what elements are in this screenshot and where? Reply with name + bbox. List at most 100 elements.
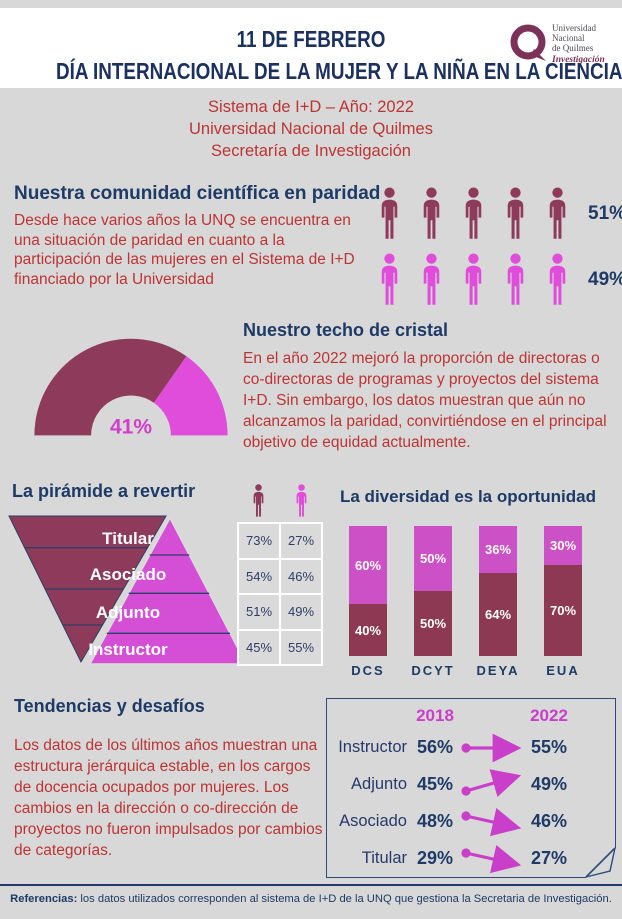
stacked-bar: 30% 70% [544, 526, 582, 656]
bar-segment: 30% [544, 526, 582, 565]
trend-value-2018: 45% [416, 774, 454, 794]
heading-diversidad: La diversidad es la oportunidad [340, 487, 596, 506]
paragraph-techo: En el año 2022 mejoró la proporción de d… [243, 350, 607, 451]
bar-dcs: 60% 40% DCS [349, 526, 387, 678]
woman-icon [418, 253, 445, 307]
bar-eua: 30% 70% EUA [544, 526, 582, 678]
trend-value-2022: 46% [530, 811, 568, 831]
trend-value-2018: 48% [416, 811, 454, 831]
bar-segment: 50% [414, 591, 452, 656]
paragraph-tendencias: Los datos de los últimos años muestran u… [14, 737, 323, 859]
bar-category-label: DEYA [476, 663, 520, 678]
pyramid-table-column-icons [237, 484, 323, 518]
unq-logo: Universidad Nacional de Quilmes Investig… [510, 23, 605, 65]
trend-row-titular: Titular 29% 27% [327, 840, 615, 877]
pictogram-row-women: 49% [376, 253, 622, 307]
women-icons [376, 253, 571, 307]
trend-arrow-icon [461, 733, 522, 762]
trends-rows: Instructor 56% 55% Adjunto 45% 49% Asociado 48%… [327, 729, 615, 877]
heading-techo: Nuestro techo de cristal [243, 320, 449, 340]
bar-category-label: EUA [546, 663, 580, 678]
men-icons [376, 187, 571, 241]
man-icon [544, 187, 571, 241]
trend-arrow-icon [461, 844, 522, 873]
stacked-bar: 60% 40% [349, 526, 387, 656]
footer-divider [0, 884, 622, 886]
stacked-bar-chart: 60% 40% DCS 50% 50% DCYT 36% 64% DEYA 30% 70% EUA [349, 526, 582, 678]
folded-corner [585, 847, 617, 879]
trend-value-2018: 29% [416, 848, 454, 868]
trend-value-2018: 56% [416, 737, 454, 757]
trend-row-instructor: Instructor 56% 55% [327, 729, 615, 766]
trend-arrow-icon [461, 768, 522, 797]
pyramid-level-instructor: Instructor [88, 640, 168, 659]
pyramid-stat-cell: 27% [281, 524, 321, 558]
trend-arrow-icon [461, 807, 522, 836]
pyramid-upright-triangle [88, 516, 248, 665]
header-band: 11 DE FEBRERO DÍA INTERNACIONAL DE LA MU… [0, 8, 622, 88]
logo-text-4: Investigación [551, 55, 605, 65]
pyramid-stat-cell: 51% [239, 595, 279, 629]
trends-header-row: 2018 2022 [327, 703, 615, 729]
pyramid-level-titular: Titular [102, 529, 154, 548]
man-icon [460, 187, 487, 241]
pyramid-stat-cell: 54% [239, 559, 279, 593]
logo-text-2: Nacional [552, 33, 585, 43]
logo-text-1: Universidad [552, 23, 596, 33]
pyramid-stat-cell: 46% [281, 559, 321, 593]
women-percentage: 49% [588, 269, 622, 290]
subtitle-line3: Secretaría de Investigación [211, 142, 411, 160]
footer-references: Referencias: los datos utilizados corres… [0, 893, 622, 905]
bar-segment: 50% [414, 526, 452, 591]
bar-segment: 60% [349, 526, 387, 604]
page-title-line1: 11 DE FEBRERO [236, 26, 386, 52]
gauge-chart: 41% [34, 338, 228, 438]
woman-icon [460, 253, 487, 307]
trend-category-label: Asociado [339, 812, 407, 830]
pyramid-level-adjunto: Adjunto [96, 603, 160, 622]
trend-row-adjunto: Adjunto 45% 49% [327, 766, 615, 803]
bar-category-label: DCYT [411, 663, 455, 678]
page-title-line2: DÍA INTERNACIONAL DE LA MUJER Y LA NIÑA … [55, 58, 622, 84]
bar-deya: 36% 64% DEYA [476, 526, 520, 678]
trend-value-2022: 27% [530, 848, 568, 868]
gauge-value-label: 41% [110, 415, 152, 438]
heading-paridad: Nuestra comunidad científica en paridad [14, 183, 381, 204]
trends-table: 2018 2022 Instructor 56% 55% Adjunto 45% 49% A… [326, 698, 617, 879]
pyramid-stat-cell: 45% [239, 630, 279, 664]
men-percentage: 51% [588, 203, 622, 224]
woman-icon [502, 253, 529, 307]
logo-q-tail [531, 49, 546, 61]
man-icon [418, 187, 445, 241]
pyramid-chart: Titular Asociado Adjunto Instructor [8, 515, 248, 665]
subtitle-line1: Sistema de I+D – Año: 2022 [208, 98, 414, 116]
pyramid-stat-cell: 73% [239, 524, 279, 558]
logo-q-ring [510, 24, 546, 60]
footer-references-label: Referencias: [10, 893, 78, 905]
man-icon [250, 484, 267, 518]
man-icon [376, 187, 403, 241]
bar-segment: 36% [479, 526, 517, 573]
footer-references-text: los datos utilizados corresponden al sis… [77, 893, 612, 905]
pyramid-level-asociado: Asociado [90, 565, 167, 584]
woman-icon [544, 253, 571, 307]
logo-text-3: de Quilmes [552, 43, 594, 53]
bar-segment: 64% [479, 572, 517, 656]
bar-segment: 40% [349, 604, 387, 656]
pictogram-row-men: 51% [376, 187, 622, 241]
trends-year-2022: 2022 [530, 706, 568, 725]
heading-tendencias: Tendencias y desafíos [14, 696, 205, 716]
heading-piramide: La pirámide a revertir [12, 481, 196, 501]
trend-category-label: Instructor [338, 738, 407, 756]
pyramid-stat-cell: 49% [281, 595, 321, 629]
bar-segment: 70% [544, 565, 582, 656]
woman-icon [293, 484, 310, 518]
bar-dcyt: 50% 50% DCYT [411, 526, 455, 678]
trend-row-asociado: Asociado 48% 46% [327, 803, 615, 840]
stacked-bar: 36% 64% [479, 526, 517, 656]
subtitle-line2: Universidad Nacional de Quilmes [189, 120, 433, 138]
stacked-bar: 50% 50% [414, 526, 452, 656]
woman-icon [376, 253, 403, 307]
bar-category-label: DCS [351, 663, 385, 678]
